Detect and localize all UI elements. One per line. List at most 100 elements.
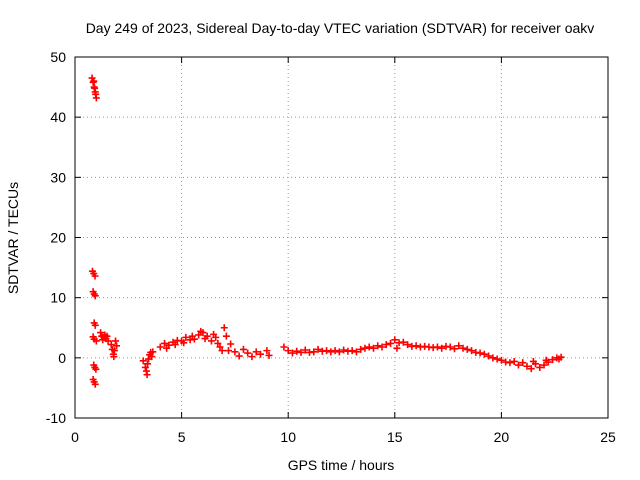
data-point	[225, 347, 233, 355]
data-point	[244, 349, 252, 357]
data-point	[91, 84, 99, 92]
data-point	[143, 371, 151, 379]
data-point	[197, 327, 205, 335]
data-point	[148, 353, 156, 361]
data-point	[323, 347, 331, 355]
y-tick-label: 10	[50, 290, 66, 306]
data-point	[335, 348, 343, 356]
data-point	[459, 344, 467, 352]
data-point	[382, 341, 390, 349]
data-point	[369, 344, 377, 352]
data-point	[107, 341, 115, 349]
plot-frame	[74, 56, 609, 419]
x-tick-label: 5	[178, 429, 186, 445]
data-point	[340, 346, 348, 354]
data-point	[156, 343, 164, 351]
data-point	[536, 363, 544, 371]
data-point	[110, 353, 118, 361]
data-point	[314, 345, 322, 353]
data-point	[455, 342, 463, 350]
data-point	[92, 90, 100, 98]
data-point	[450, 345, 458, 353]
data-point	[97, 329, 105, 337]
chart-title: Day 249 of 2023, Sidereal Day-to-day VTE…	[86, 20, 595, 36]
data-point	[493, 355, 501, 363]
data-point	[412, 342, 420, 350]
data-point	[284, 347, 292, 355]
data-point	[110, 347, 118, 355]
data-point	[463, 345, 471, 353]
data-point	[506, 359, 514, 367]
data-point	[378, 343, 386, 351]
data-point	[497, 356, 505, 364]
data-point	[446, 343, 454, 351]
data-point	[90, 77, 98, 85]
data-point	[252, 348, 260, 356]
data-point	[207, 337, 215, 345]
data-point	[404, 341, 412, 349]
data-point	[540, 361, 548, 369]
data-point	[188, 332, 196, 340]
data-point	[489, 354, 497, 362]
data-point	[91, 272, 99, 280]
data-point	[331, 347, 339, 355]
data-point	[527, 365, 535, 373]
data-point	[104, 337, 112, 345]
data-point	[220, 324, 228, 332]
data-point	[231, 348, 239, 356]
data-point	[113, 342, 121, 350]
data-point	[365, 343, 373, 351]
data-point	[544, 358, 552, 366]
x-tick-label: 10	[280, 429, 296, 445]
data-point	[532, 360, 540, 368]
data-point	[171, 341, 179, 349]
data-point	[265, 351, 273, 359]
x-tick-label: 0	[71, 429, 79, 445]
y-tick-label: 40	[50, 109, 66, 125]
data-point	[248, 353, 256, 361]
data-point	[288, 349, 296, 357]
data-point	[280, 343, 288, 351]
data-point	[218, 347, 226, 355]
y-tick-label: -10	[46, 410, 66, 426]
y-tick-label: 30	[50, 169, 66, 185]
data-point	[235, 352, 243, 360]
data-point	[216, 343, 224, 351]
data-point	[387, 339, 395, 347]
data-point	[239, 345, 247, 353]
x-axis-label: GPS time / hours	[288, 457, 395, 473]
data-point	[161, 339, 169, 347]
data-point	[361, 344, 369, 352]
y-axis-label: SDTVAR / TECUs	[5, 182, 21, 294]
data-point	[210, 330, 218, 338]
data-point	[476, 349, 484, 357]
data-point	[348, 347, 356, 355]
data-point	[92, 337, 100, 345]
data-point	[92, 365, 100, 373]
data-point	[143, 360, 151, 368]
data-point	[485, 352, 493, 360]
data-point	[523, 362, 531, 370]
data-point	[557, 353, 565, 361]
data-point	[510, 357, 518, 365]
data-point	[301, 346, 309, 354]
data-point	[214, 339, 222, 347]
data-point	[163, 344, 171, 352]
data-point	[256, 350, 264, 358]
data-point	[357, 345, 365, 353]
data-point	[391, 336, 399, 344]
data-point	[195, 331, 203, 339]
data-points	[88, 74, 565, 388]
data-point	[180, 339, 188, 347]
data-point	[103, 332, 111, 340]
x-tick-label: 25	[600, 429, 616, 445]
x-tick-label: 15	[387, 429, 403, 445]
data-point	[91, 380, 99, 388]
grid-lines	[75, 57, 608, 418]
data-point	[112, 337, 120, 345]
data-point	[227, 340, 235, 348]
data-point	[519, 359, 527, 367]
data-point	[182, 333, 190, 341]
data-point	[222, 332, 230, 340]
